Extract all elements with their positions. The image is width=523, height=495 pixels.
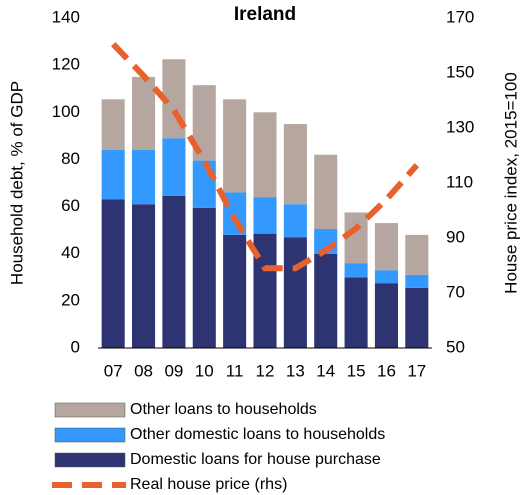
bar — [101, 99, 125, 150]
line — [111, 42, 420, 272]
x-tick-label: 11 — [226, 361, 244, 380]
x-tick-label: 07 — [104, 361, 123, 380]
legend-label: Other domestic loans to households — [130, 426, 385, 443]
y2-tick-label: 170 — [446, 7, 474, 26]
y-tick-label: 20 — [61, 290, 80, 309]
bar — [253, 197, 277, 234]
y2-axis-label: House price index, 2015=100 — [501, 72, 520, 294]
x-tick-label: 10 — [195, 361, 214, 380]
x-tick-label: 08 — [134, 361, 153, 380]
legend-label: Other loans to households — [130, 401, 317, 418]
y-tick-label: 80 — [61, 149, 80, 168]
bar — [283, 237, 307, 348]
bar — [223, 234, 247, 348]
bar — [344, 212, 368, 264]
bar — [283, 124, 307, 205]
legend-swatch — [54, 427, 126, 443]
y-tick-label: 60 — [61, 196, 80, 215]
x-tick-label: 17 — [407, 361, 426, 380]
chart-title: Ireland — [234, 4, 296, 25]
y-tick-label: 140 — [52, 7, 80, 26]
bar — [344, 263, 368, 278]
y-axis-label: Household debt, % of GDP — [7, 81, 26, 285]
bar — [192, 207, 216, 348]
y-tick-label: 100 — [52, 102, 80, 121]
bar — [314, 154, 338, 229]
bar — [344, 277, 368, 348]
bar — [374, 283, 398, 348]
bar — [314, 253, 338, 348]
x-tick-label: 15 — [347, 361, 366, 380]
x-tick-label: 12 — [256, 361, 275, 380]
x-tick-label: 16 — [377, 361, 396, 380]
x-tick-label: 09 — [164, 361, 183, 380]
legend-label: Real house price (rhs) — [130, 476, 287, 493]
bar — [162, 138, 186, 196]
bar — [405, 234, 429, 275]
y2-tick-label: 150 — [446, 62, 474, 81]
y2-tick-label: 110 — [446, 172, 473, 191]
bar — [374, 270, 398, 284]
bar — [253, 112, 277, 198]
x-tick-label: 13 — [286, 361, 305, 380]
y2-tick-label: 70 — [446, 282, 465, 301]
x-tick-label: 14 — [316, 361, 335, 380]
bar — [132, 76, 156, 150]
y2-tick-label: 130 — [446, 117, 474, 136]
y-tick-label: 0 — [71, 337, 80, 356]
legend-label: Domestic loans for house purchase — [130, 451, 381, 468]
bar — [283, 204, 307, 238]
bar — [101, 199, 125, 348]
bar — [132, 204, 156, 348]
bar — [162, 195, 186, 348]
y2-tick-label: 90 — [446, 227, 465, 246]
bar — [253, 233, 277, 348]
bar — [374, 223, 398, 271]
bar — [405, 274, 429, 288]
y-tick-label: 120 — [52, 55, 80, 74]
legend-swatch — [54, 402, 126, 418]
bar — [405, 287, 429, 348]
y2-tick-label: 50 — [446, 337, 465, 356]
bar — [223, 99, 247, 193]
bar — [101, 150, 125, 200]
bar — [192, 160, 216, 208]
y-tick-label: 40 — [61, 243, 80, 262]
bar — [192, 85, 216, 161]
bar — [132, 150, 156, 205]
legend-swatch — [54, 452, 126, 468]
